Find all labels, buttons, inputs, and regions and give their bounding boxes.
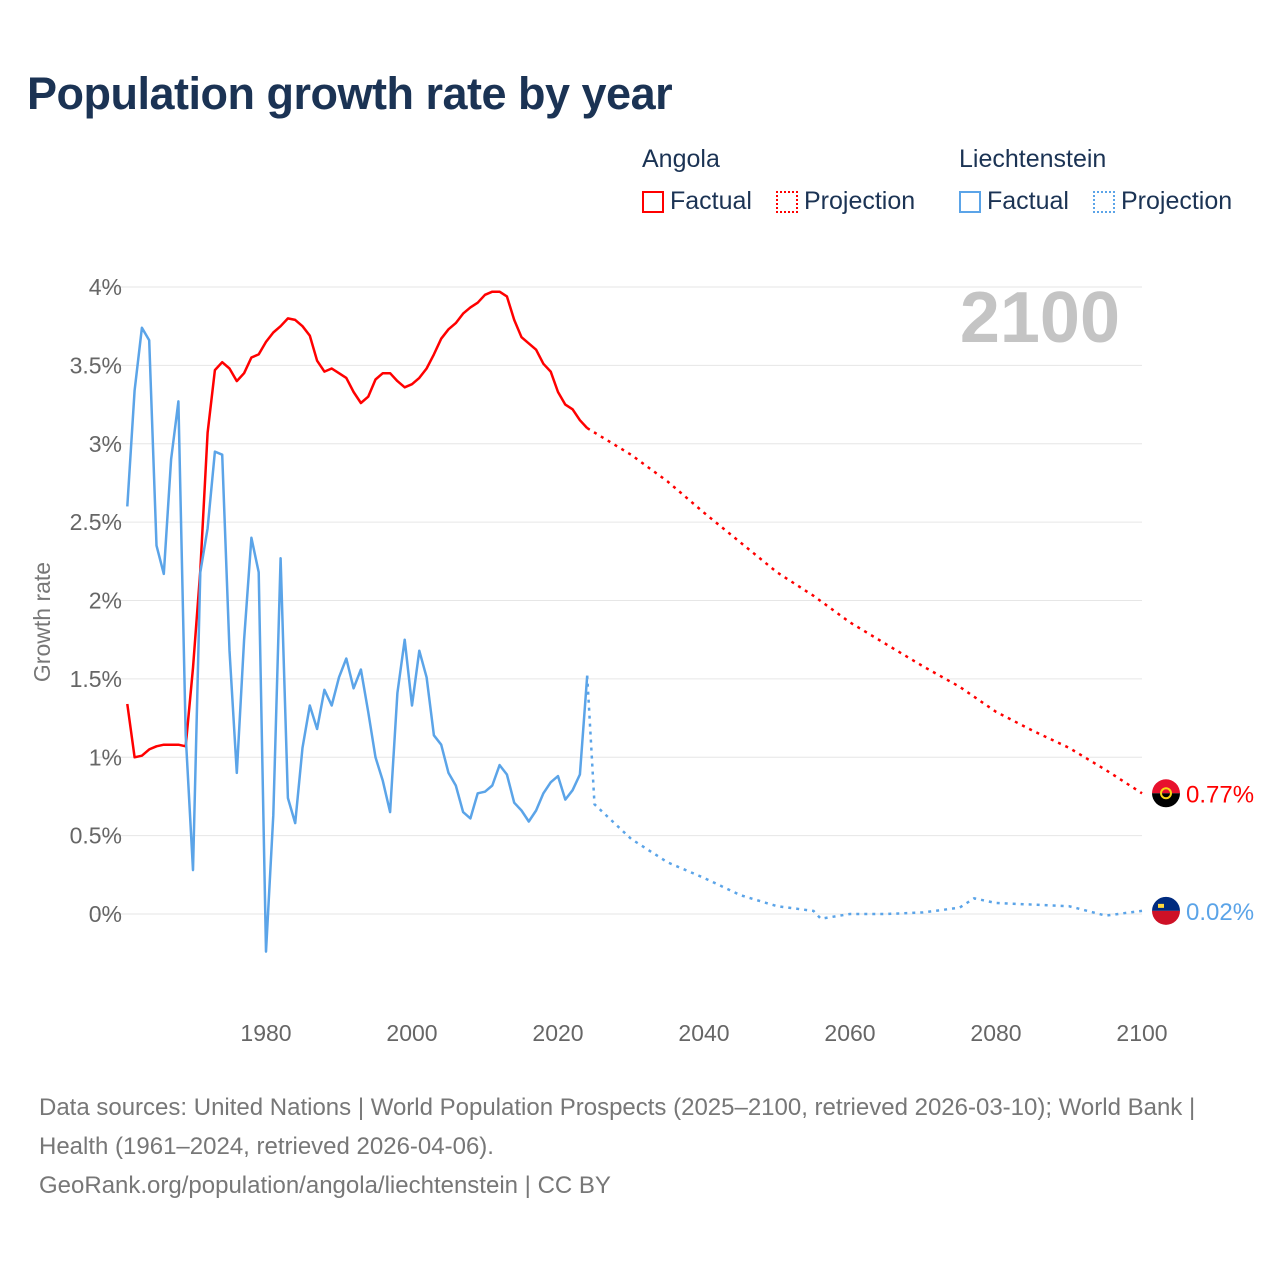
legend-swatch-dotted-icon: [776, 190, 798, 213]
legend-angola-projection[interactable]: Projection: [776, 187, 915, 216]
legend-label: Factual: [670, 187, 752, 215]
data-sources: Data sources: United Nations | World Pop…: [39, 1094, 1196, 1160]
x-tick-label: 2100: [1116, 1020, 1167, 1046]
legend-swatch-dotted-icon: [1093, 190, 1115, 213]
legend-label: Factual: [987, 187, 1069, 215]
y-tick-label: 0%: [89, 901, 122, 927]
x-tick-label: 2060: [824, 1020, 875, 1046]
legend-group-liechtenstein: Liechtenstein: [959, 145, 1107, 173]
y-tick-label: 2%: [89, 588, 122, 614]
liechtenstein-end-value: 0.02%: [1186, 899, 1254, 926]
x-tick-label: 2000: [386, 1020, 437, 1046]
source-link[interactable]: GeoRank.org/population/angola/liechtenst…: [39, 1172, 611, 1199]
legend-liechtenstein-projection[interactable]: Projection: [1093, 187, 1232, 216]
legend-swatch-solid-icon: [642, 190, 664, 213]
y-tick-label: 4%: [89, 274, 122, 300]
angola-projection-line: [586, 427, 1143, 795]
legend-label: Projection: [804, 187, 916, 215]
liechtenstein-factual-line: [126, 326, 589, 953]
angola-end-value: 0.77%: [1186, 781, 1254, 808]
x-tick-label: 1980: [240, 1020, 291, 1046]
y-tick-label: 2.5%: [70, 509, 122, 535]
x-tick-label: 2040: [678, 1020, 729, 1046]
liechtenstein-flag-icon: [1152, 896, 1181, 925]
legend-group-angola: Angola: [642, 145, 720, 173]
angola-factual-line: [126, 290, 589, 759]
y-tick-label: 1.5%: [70, 666, 122, 692]
liechtenstein-projection-line: [585, 675, 1143, 921]
chart-title: Population growth rate by year: [27, 68, 673, 119]
legend-label: Projection: [1121, 187, 1233, 215]
y-axis-label: Growth rate: [29, 562, 55, 682]
x-tick-label: 2020: [532, 1020, 583, 1046]
legend-angola-factual[interactable]: Factual: [642, 187, 752, 216]
year-overlay: 2100: [960, 278, 1120, 358]
x-tick-label: 2080: [970, 1020, 1021, 1046]
footer: Data sources: United Nations | World Pop…: [39, 1088, 1239, 1205]
y-tick-label: 0.5%: [70, 823, 122, 849]
y-tick-label: 3.5%: [70, 352, 122, 378]
y-tick-label: 3%: [89, 431, 122, 457]
angola-flag-icon: [1152, 779, 1181, 808]
legend-liechtenstein-factual[interactable]: Factual: [959, 187, 1069, 216]
legend-swatch-solid-icon: [959, 190, 981, 213]
y-tick-label: 1%: [89, 744, 122, 770]
